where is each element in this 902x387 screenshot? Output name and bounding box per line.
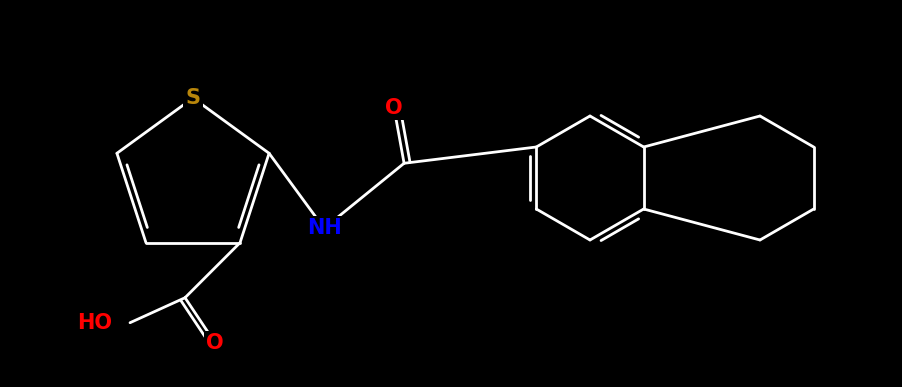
Text: HO: HO [77, 313, 112, 333]
Text: S: S [185, 88, 200, 108]
Text: NH: NH [307, 218, 341, 238]
Text: O: O [206, 333, 224, 353]
Text: O: O [385, 98, 402, 118]
